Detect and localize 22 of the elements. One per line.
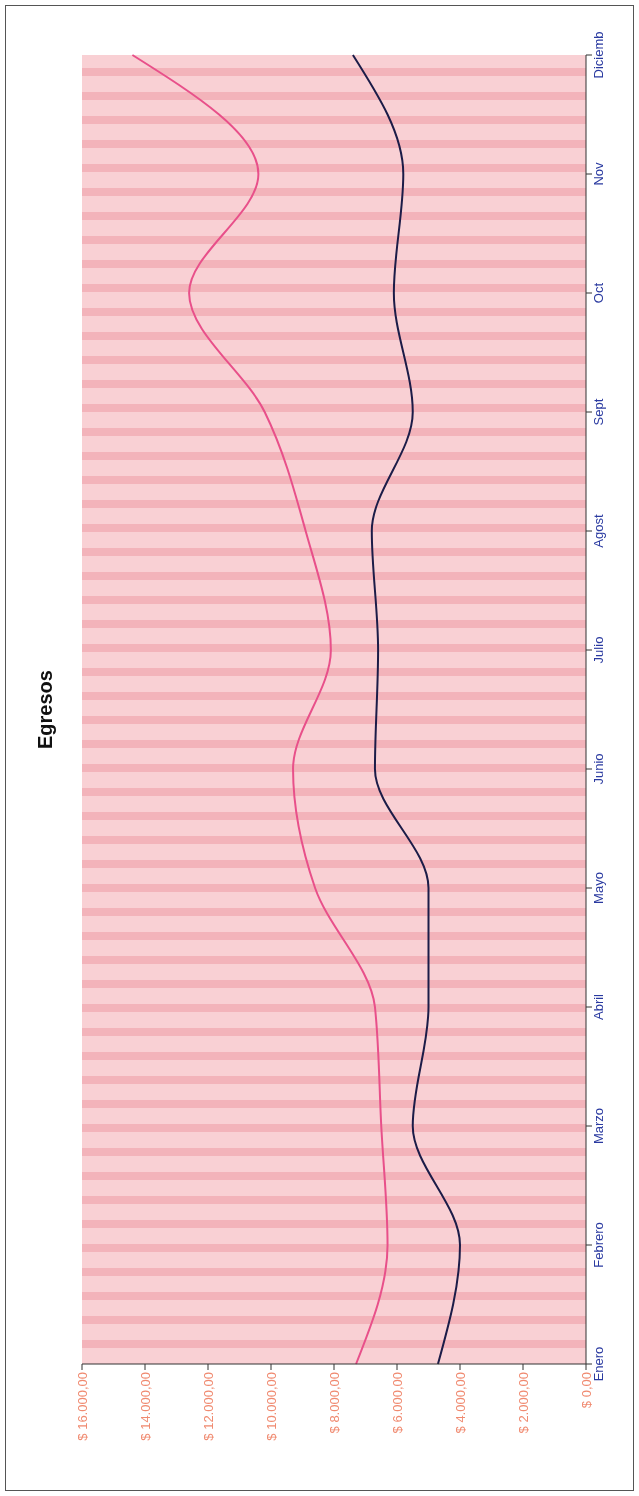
y-tick-label: Junio — [591, 753, 607, 785]
y-tick-label: Abril — [591, 993, 607, 1021]
x-tick-label: $ 8.000,00 — [326, 1372, 342, 1434]
y-tick-label: Mayo — [591, 872, 607, 904]
text: Egresos — [34, 669, 57, 751]
x-tick-label: $ 12.000,00 — [200, 1372, 216, 1441]
y-tick-label: Febrero — [591, 1222, 607, 1268]
y-tick-label: Marzo — [591, 1107, 607, 1145]
x-tick-label: $ 14.000,00 — [137, 1372, 153, 1441]
y-tick-label: Oct — [591, 282, 607, 304]
x-tick-label: $ 0,00 — [578, 1372, 594, 1409]
x-tick-label: $ 4.000,00 — [452, 1372, 468, 1434]
x-tick-label: $ 2.000,00 — [515, 1372, 531, 1434]
x-tick-label: $ 10.000,00 — [263, 1372, 279, 1441]
y-tick-label: Sept — [591, 398, 607, 426]
y-tick-label: Enero — [591, 1346, 607, 1382]
y-tick-label: Julio — [591, 636, 607, 664]
x-tick-label: $ 16.000,00 — [74, 1372, 90, 1441]
y-tick-label: Agost — [591, 513, 607, 548]
x-tick-label: $ 6.000,00 — [389, 1372, 405, 1434]
y-tick-label: Nov — [591, 161, 607, 186]
y-tick-label: Diciemb — [591, 31, 607, 79]
